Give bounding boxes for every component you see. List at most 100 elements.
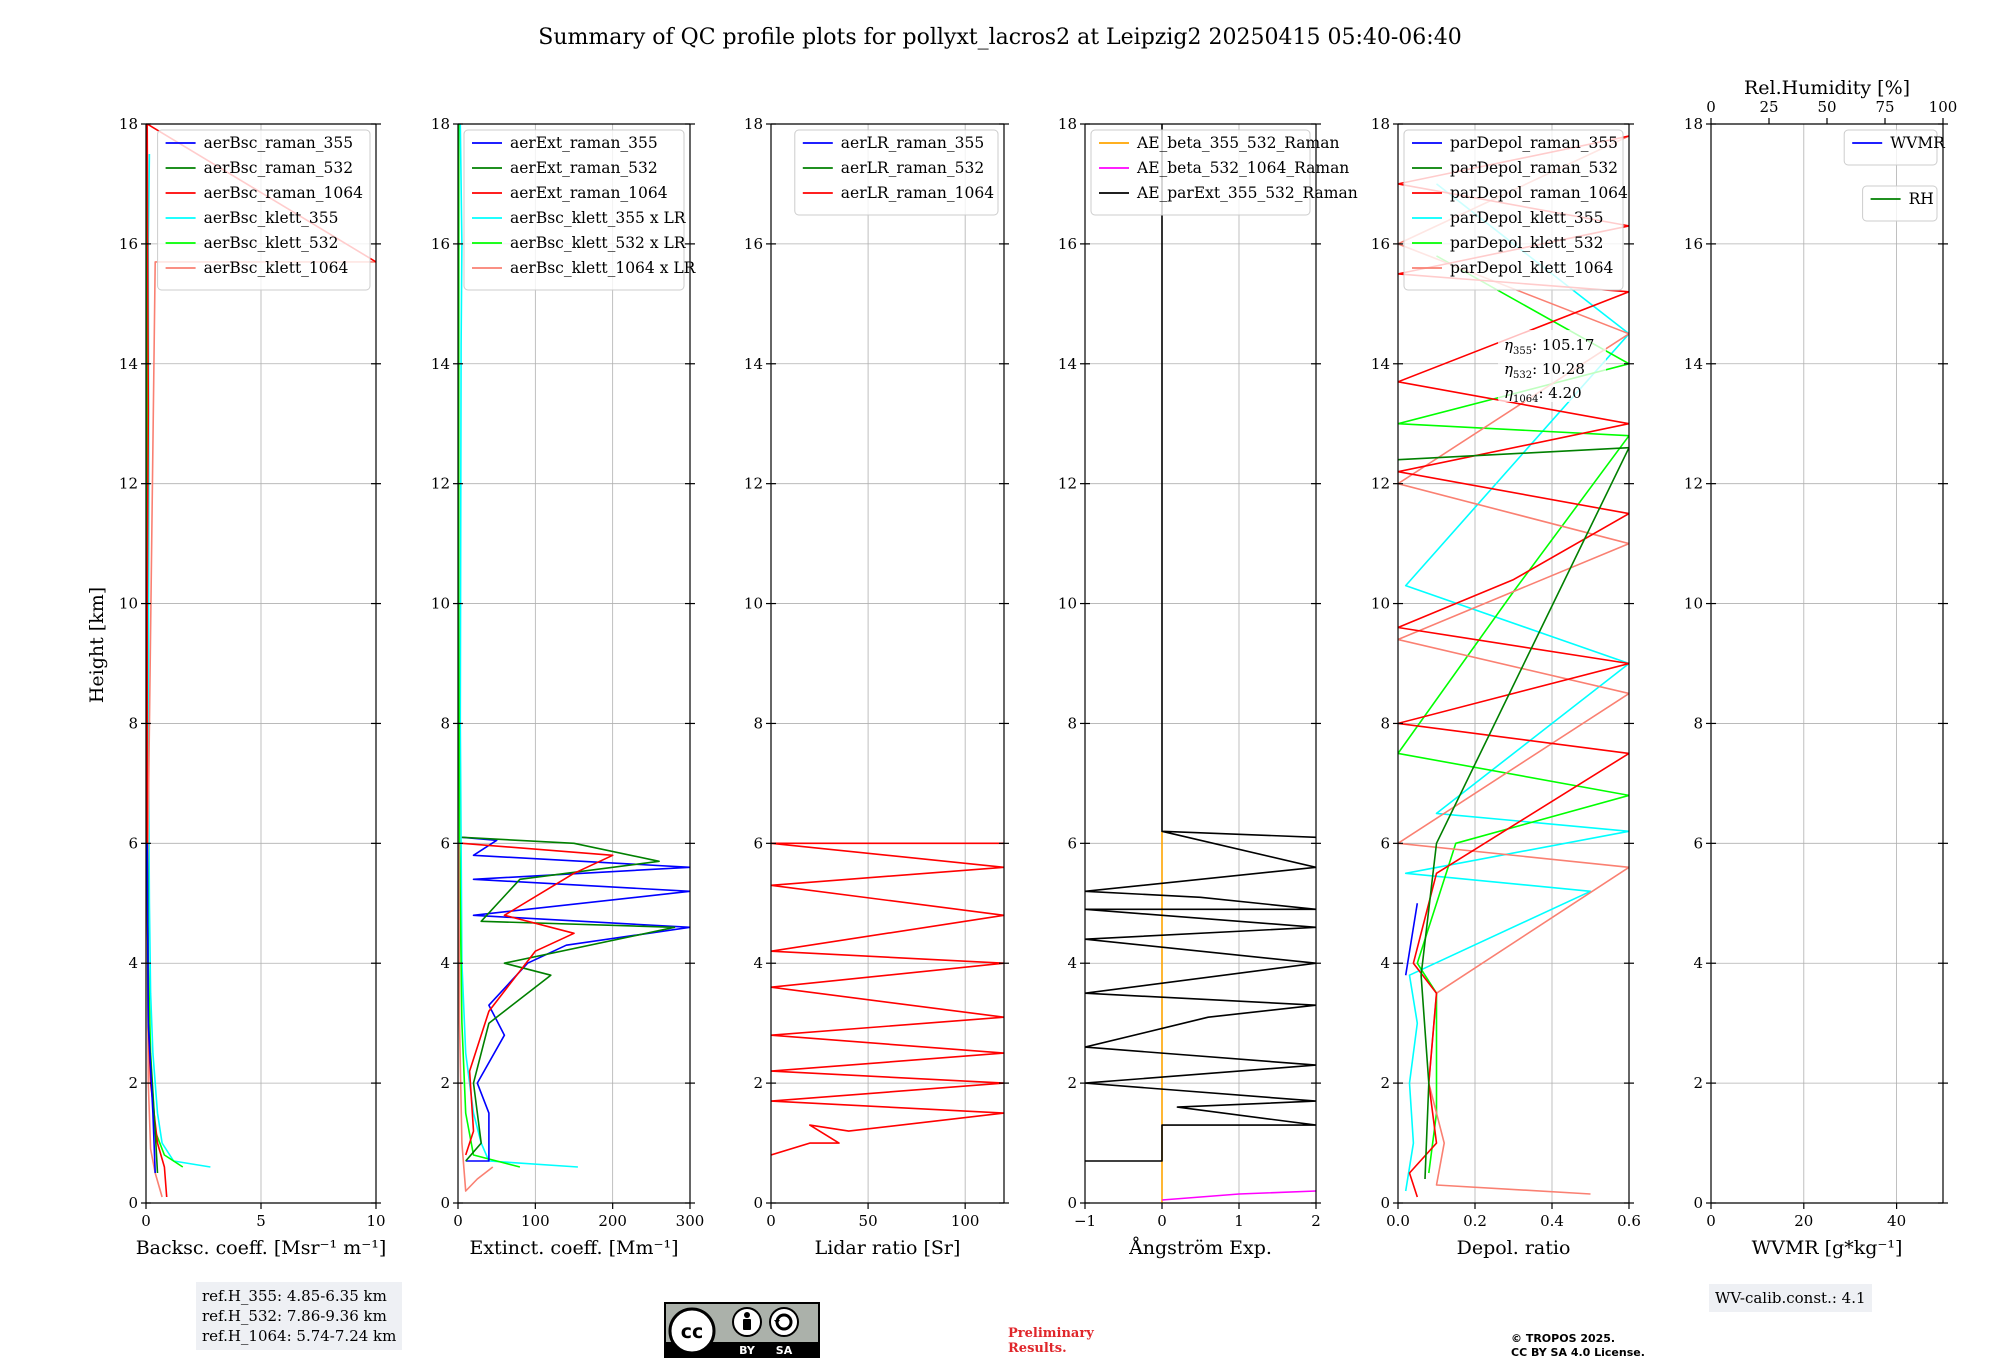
y-tick-label: 12 — [119, 475, 138, 493]
x-tick-label: 0 — [1157, 1212, 1167, 1230]
y-tick-label: 8 — [128, 714, 138, 732]
legend-entry: aerBsc_klett_355 — [204, 209, 339, 227]
eta-label: η1064: 4.20 — [1504, 384, 1582, 405]
legend-entry: aerBsc_klett_1064 — [204, 259, 349, 277]
series-group — [1085, 124, 1316, 1203]
copyright-line-1: © TROPOS 2025. — [1511, 1332, 1616, 1345]
eta-label: η532: 10.28 — [1504, 360, 1585, 381]
series-line-parDepol_raman_355 — [1404, 903, 1419, 976]
y-axis-label: Height [km] — [86, 587, 108, 703]
x-tick-label: 100 — [521, 1212, 550, 1230]
y-tick-label: 8 — [1693, 714, 1703, 732]
panel-lidar_ratio: 0 2 4 6 8 10 12 14 16 18 0 50 100 Lidar ratio [Sr] aer… — [744, 115, 1009, 1259]
legend-entry: aerBsc_klett_355 x LR — [510, 209, 687, 227]
legend: AE_beta_355_532_Raman AE_beta_532_1064_Ra… — [1090, 129, 1358, 216]
y-tick-label: 16 — [119, 235, 138, 253]
y-tick-label: 6 — [440, 834, 450, 852]
y-tick-label: 18 — [431, 115, 450, 133]
y-tick-label: 4 — [128, 954, 138, 972]
series-line-aerBsc_klett_355 — [147, 153, 211, 1168]
y-tick-label: 6 — [1693, 834, 1703, 852]
legend-entry: parDepol_klett_355 — [1450, 209, 1603, 227]
cc-license-badge: cc BY SA — [664, 1302, 820, 1358]
legend-entry: parDepol_raman_355 — [1450, 134, 1618, 152]
top-x-tick-label: 0 — [1706, 98, 1716, 116]
y-tick-label: 12 — [1371, 475, 1390, 493]
y-tick-label: 4 — [753, 954, 763, 972]
y-tick-label: 4 — [1067, 954, 1077, 972]
series-line-AE_beta_532_1064_Raman — [1161, 1190, 1316, 1201]
legend-entry: aerLR_raman_532 — [841, 159, 984, 177]
eta-box — [1498, 330, 1606, 402]
legend-frame — [1403, 129, 1624, 291]
share-alike-icon — [769, 1307, 799, 1337]
badge-sa-label: SA — [776, 1344, 793, 1357]
top-x-tick-label: 50 — [1817, 98, 1836, 116]
series-line-aerBsc_raman_355 — [146, 843, 156, 1174]
wv-calibration-constant: WV-calib.const.: 4.1 — [1715, 1289, 1866, 1307]
x-axis-label: Backsc. coeff. [Msr⁻¹ m⁻¹] — [136, 1237, 387, 1259]
series-group — [458, 124, 690, 1192]
x-tick-label: 20 — [1794, 1212, 1813, 1230]
eta-label: η355: 105.17 — [1504, 336, 1594, 357]
legend: parDepol_raman_355 parDepol_raman_532 parD… — [1403, 129, 1628, 291]
y-tick-label: 0 — [1067, 1194, 1077, 1212]
ref-height-355: ref.H_355: 4.85-6.35 km — [202, 1287, 387, 1305]
y-tick-label: 14 — [119, 355, 138, 373]
legend-entry: AE_parExt_355_532_Raman — [1136, 184, 1358, 202]
legend-frame — [1843, 129, 1938, 166]
series-group — [1398, 135, 1629, 1198]
series-line-parDepol_raman_532 — [1398, 446, 1629, 1180]
y-tick-label: 10 — [1058, 595, 1077, 613]
legend-entry: AE_beta_355_532_Raman — [1136, 134, 1339, 152]
y-tick-label: 14 — [1684, 355, 1703, 373]
y-tick-label: 2 — [440, 1074, 450, 1092]
legend-entry: aerBsc_klett_1064 x LR — [510, 259, 697, 277]
eta-labels: η355: 105.17 η532: 10.28 η1064: 4.20 — [1498, 330, 1606, 405]
legend-entry: parDepol_raman_532 — [1450, 159, 1618, 177]
x-tick-label: 0.0 — [1386, 1212, 1410, 1230]
x-tick-label: 5 — [256, 1212, 266, 1230]
y-tick-label: 6 — [1380, 834, 1390, 852]
x-axis-label: WVMR [g*kg⁻¹] — [1752, 1237, 1903, 1259]
x-tick-label: 2 — [1311, 1212, 1321, 1230]
x-tick-label: 0 — [1706, 1212, 1716, 1230]
y-tick-label: 8 — [440, 714, 450, 732]
y-tick-label: 18 — [1371, 115, 1390, 133]
series-group — [771, 842, 1004, 1156]
y-tick-label: 18 — [1058, 115, 1077, 133]
x-tick-label: 40 — [1887, 1212, 1906, 1230]
legend-entry: parDepol_klett_1064 — [1450, 259, 1613, 277]
legend: aerExt_raman_355 aerExt_raman_532 aerExt_r… — [463, 129, 697, 291]
legend: WVMR — [1843, 129, 1946, 166]
legend-secondary: RH — [1862, 185, 1938, 222]
legend-frame — [794, 129, 999, 216]
y-tick-label: 2 — [1380, 1074, 1390, 1092]
y-tick-label: 6 — [128, 834, 138, 852]
legend-entry: RH — [1909, 190, 1934, 208]
series-line-aerExt_raman_355 — [461, 836, 690, 1162]
y-tick-label: 10 — [744, 595, 763, 613]
y-tick-label: 18 — [119, 115, 138, 133]
y-tick-label: 16 — [431, 235, 450, 253]
y-tick-label: 12 — [744, 475, 763, 493]
series-line-aerBsc_klett_1064 — [146, 261, 376, 1198]
top-x-tick-label: 100 — [1929, 98, 1958, 116]
panel-extinction: 0 2 4 6 8 10 12 14 16 18 0 100 200 300 Extinct. coeff.… — [431, 115, 704, 1259]
y-tick-label: 2 — [1693, 1074, 1703, 1092]
x-axis-label: Ångström Exp. — [1128, 1237, 1272, 1259]
legend-entry: aerBsc_raman_532 — [204, 159, 354, 177]
preliminary-line-2: Results. — [1008, 1341, 1067, 1356]
badge-by-label: BY — [739, 1344, 756, 1357]
y-tick-label: 18 — [1684, 115, 1703, 133]
y-tick-label: 18 — [744, 115, 763, 133]
x-axis-label: Depol. ratio — [1457, 1237, 1571, 1259]
legend: aerBsc_raman_355 aerBsc_raman_532 aerBsc_r… — [157, 129, 371, 291]
figure-title: Summary of QC profile plots for pollyxt_… — [538, 25, 1461, 50]
cc-logo-icon — [668, 1307, 716, 1355]
y-tick-label: 14 — [744, 355, 763, 373]
ref-height-532: ref.H_532: 7.86-9.36 km — [202, 1307, 387, 1325]
y-tick-label: 2 — [128, 1074, 138, 1092]
legend-entry: aerExt_raman_1064 — [510, 184, 668, 202]
panel-backscatter: 0 2 4 6 8 10 12 14 16 18 0 5 10 Backsc. coeff. [Msr⁻¹… — [119, 115, 386, 1259]
